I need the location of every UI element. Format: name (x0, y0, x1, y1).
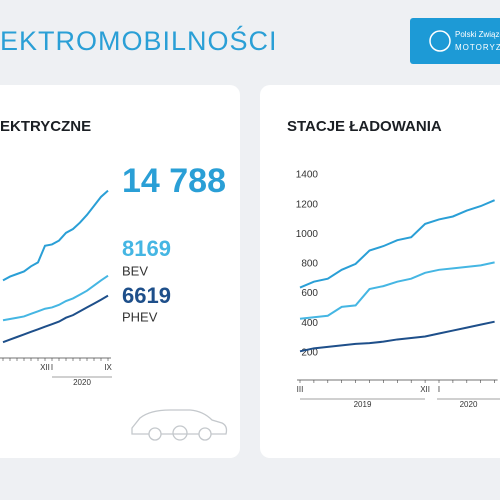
y-tick-label: 1000 (296, 229, 319, 240)
x-tick-label: XII (40, 363, 50, 372)
logo-text: Polski Związek (455, 30, 500, 39)
car-wheel (198, 427, 212, 441)
logo-icon (429, 30, 451, 52)
chart-title: EKTRYCZNE (0, 118, 91, 135)
year-label: 2020 (73, 378, 91, 387)
y-tick-label: 400 (301, 318, 318, 329)
logo-text: MOTORYZA (455, 43, 500, 52)
value-label: 14 788 (122, 162, 226, 200)
page-title: EKTROMOBILNOŚCI (0, 24, 278, 56)
logo-box (410, 18, 500, 64)
x-tick-label: I (438, 385, 440, 394)
line-series (299, 199, 495, 289)
value-label: 8169 (122, 236, 171, 261)
y-tick-label: 1400 (296, 170, 319, 181)
x-tick-label: III (297, 385, 304, 394)
year-label: 2020 (460, 400, 478, 409)
line-series (299, 320, 495, 353)
line-series (2, 274, 109, 322)
line-series (299, 261, 495, 320)
car-icon (131, 409, 228, 435)
legend-label: PHEV (122, 309, 158, 324)
card (0, 85, 240, 458)
y-tick-label: 1200 (296, 199, 319, 210)
y-tick-label: 800 (301, 259, 318, 270)
legend-label: BEV (122, 263, 148, 278)
y-tick-label: 600 (301, 288, 318, 299)
chart-title: STACJE ŁADOWANIA (287, 118, 442, 135)
value-label: 6619 (122, 283, 171, 308)
y-tick-label: 200 (301, 347, 318, 358)
line-series (2, 294, 109, 344)
x-tick-label: XII (420, 385, 430, 394)
line-series (2, 189, 109, 282)
plug-icon (172, 425, 188, 441)
year-label: 2019 (354, 400, 372, 409)
card (260, 85, 500, 458)
car-wheel (148, 427, 162, 441)
x-tick-label: I (51, 363, 53, 372)
x-tick-label: IX (104, 363, 112, 372)
